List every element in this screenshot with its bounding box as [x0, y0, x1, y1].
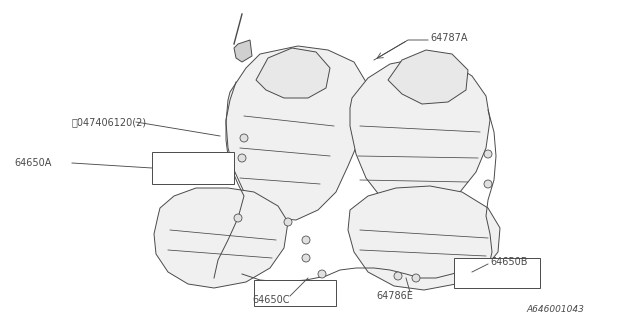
Text: 64650C: 64650C	[252, 295, 289, 305]
Text: 64650B: 64650B	[490, 257, 527, 267]
Circle shape	[302, 254, 310, 262]
Bar	[152, 152, 234, 184]
Circle shape	[234, 214, 242, 222]
Circle shape	[394, 272, 402, 280]
Circle shape	[284, 218, 292, 226]
Polygon shape	[234, 40, 252, 62]
Text: 64787A: 64787A	[430, 33, 467, 43]
Circle shape	[302, 236, 310, 244]
Polygon shape	[226, 46, 368, 220]
Polygon shape	[350, 58, 490, 212]
Circle shape	[238, 154, 246, 162]
Circle shape	[484, 180, 492, 188]
Circle shape	[476, 280, 484, 288]
Circle shape	[412, 274, 420, 282]
Text: Ⓢ047406120(2): Ⓢ047406120(2)	[72, 117, 147, 127]
Polygon shape	[154, 188, 288, 288]
Circle shape	[318, 270, 326, 278]
Circle shape	[240, 134, 248, 142]
Polygon shape	[256, 48, 330, 98]
Text: 64786E: 64786E	[376, 291, 413, 301]
Bar	[454, 258, 540, 288]
Text: 64650A: 64650A	[14, 158, 51, 168]
Polygon shape	[388, 50, 468, 104]
Text: A646001043: A646001043	[526, 306, 584, 315]
Polygon shape	[348, 186, 500, 290]
Circle shape	[484, 150, 492, 158]
Bar	[254, 280, 336, 306]
